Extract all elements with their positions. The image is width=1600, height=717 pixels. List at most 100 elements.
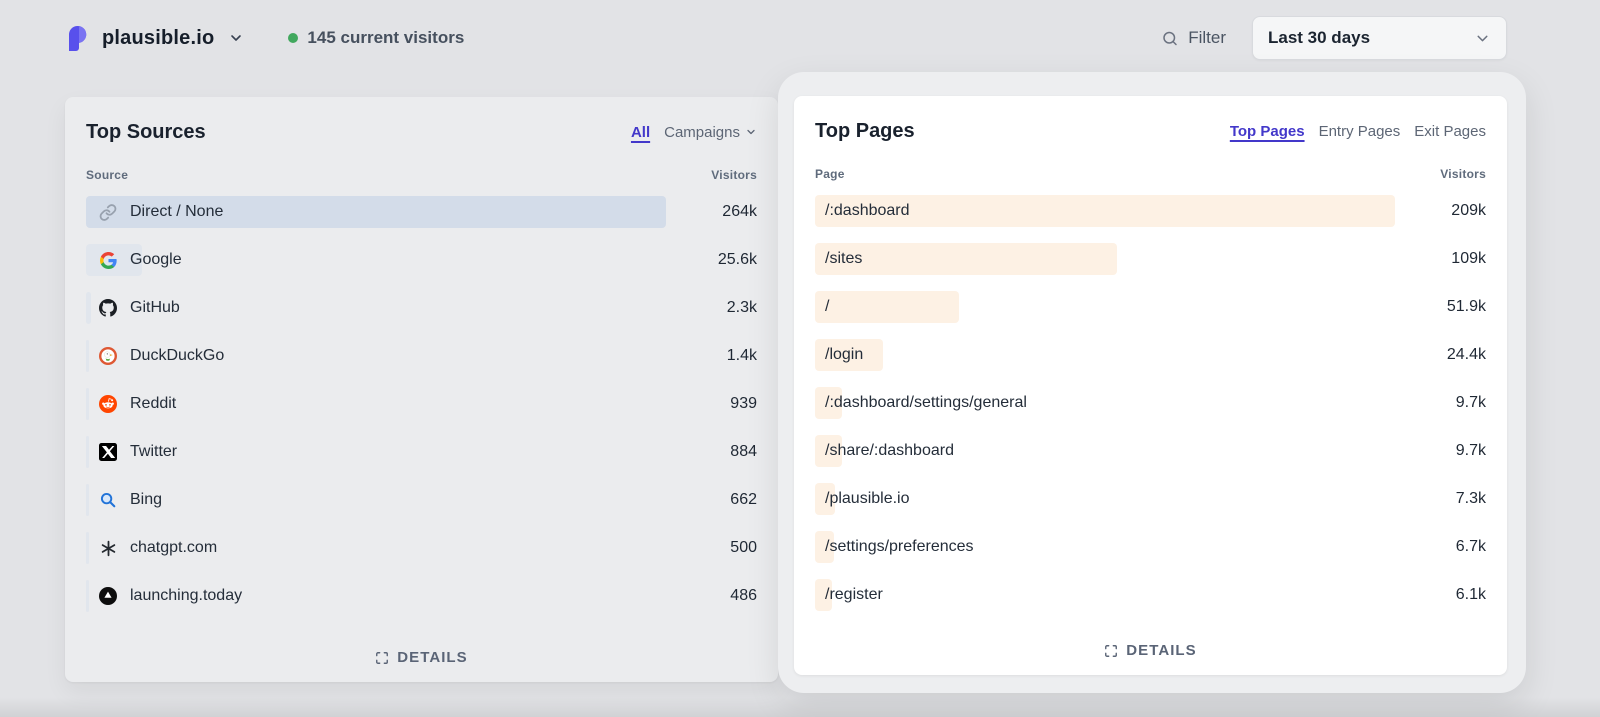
table-row[interactable]: Google 25.6k (86, 244, 757, 276)
plausible-logo-icon (64, 25, 90, 52)
page-label: /sites (825, 250, 863, 267)
source-label: launching.today (130, 587, 243, 604)
source-label: chatgpt.com (130, 539, 218, 556)
table-row[interactable]: /sites 109k (815, 243, 1486, 275)
sources-details-button[interactable]: DETAILS (65, 649, 778, 666)
row-bar (86, 388, 89, 420)
page-label: /register (825, 586, 883, 603)
row-bar (815, 531, 834, 563)
page-bottom-shade (0, 697, 1600, 717)
panel-title: Top Sources (86, 120, 206, 143)
row-bar (815, 291, 959, 323)
visitors-value: 9.7k (1455, 394, 1486, 411)
current-visitors[interactable]: 145 current visitors (288, 28, 464, 48)
column-header-source: Source (86, 168, 129, 182)
pages-details-button[interactable]: DETAILS (794, 642, 1507, 659)
live-dot-icon (288, 33, 299, 43)
panel-title: Top Pages (815, 119, 915, 142)
page-label: /login (825, 346, 864, 363)
column-header-visitors: Visitors (1440, 167, 1486, 181)
visitors-value: 25.6k (717, 251, 757, 268)
top-pages-panel: Top Pages Top Pages Entry Pages Exit Pag… (794, 96, 1507, 675)
visitors-value: 500 (730, 539, 757, 556)
tab-all[interactable]: All (630, 123, 651, 141)
table-row[interactable]: Reddit 939 (86, 388, 757, 420)
row-bar (86, 436, 89, 468)
row-bar (86, 580, 89, 612)
row-bar (815, 435, 842, 467)
column-header-page: Page (815, 167, 845, 181)
page-label: /:dashboard (825, 202, 910, 219)
source-label: Google (130, 251, 182, 268)
visitors-value: 486 (730, 587, 757, 604)
tab-exit-pages[interactable]: Exit Pages (1414, 122, 1486, 140)
pages-tabset: Top Pages Entry Pages Exit Pages (1230, 123, 1486, 140)
table-row[interactable]: Twitter 884 (86, 436, 757, 468)
table-row[interactable]: Bing 662 (86, 484, 757, 516)
row-bar (815, 339, 883, 371)
source-label: Twitter (130, 443, 178, 460)
visitors-value: 9.7k (1455, 442, 1486, 459)
row-bar (815, 243, 1117, 275)
page-label: / (825, 298, 830, 315)
source-label: GitHub (130, 299, 180, 316)
table-row[interactable]: / 51.9k (815, 291, 1486, 323)
duckduckgo-icon (99, 347, 117, 365)
visitors-value: 6.7k (1455, 538, 1486, 555)
table-row[interactable]: chatgpt.com 500 (86, 532, 757, 564)
visitors-value: 1.4k (726, 347, 757, 364)
search-icon (1161, 29, 1179, 47)
visitors-value: 109k (1451, 250, 1486, 267)
tab-top-pages[interactable]: Top Pages (1229, 122, 1305, 140)
chevron-down-icon (747, 129, 755, 135)
current-visitors-label: 145 current visitors (307, 28, 465, 47)
table-row[interactable]: /:dashboard/settings/general 9.7k (815, 387, 1486, 419)
filter-label: Filter (1188, 28, 1226, 47)
row-bar (86, 196, 666, 228)
row-bar (815, 483, 835, 515)
google-icon (99, 251, 117, 269)
table-row[interactable]: /settings/preferences 6.7k (815, 531, 1486, 563)
github-icon (99, 299, 117, 317)
source-label: Bing (130, 491, 163, 508)
table-row[interactable]: DuckDuckGo 1.4k (86, 340, 757, 372)
table-row[interactable]: /register 6.1k (815, 579, 1486, 611)
link-icon (99, 203, 117, 221)
sources-table-body: Direct / None 264k Google 25.6k GitHub (86, 196, 757, 612)
filter-button[interactable]: Filter (1161, 28, 1226, 48)
site-switcher[interactable]: plausible.io (64, 25, 244, 52)
table-row[interactable]: launching.today 486 (86, 580, 757, 612)
reddit-icon (99, 395, 117, 413)
details-label: DETAILS (1126, 642, 1197, 659)
table-row[interactable]: /share/:dashboard 9.7k (815, 435, 1486, 467)
row-bar (86, 340, 89, 372)
table-row[interactable]: /login 24.4k (815, 339, 1486, 371)
visitors-value: 7.3k (1455, 490, 1486, 507)
visitors-value: 2.3k (726, 299, 757, 316)
table-row[interactable]: GitHub 2.3k (86, 292, 757, 324)
chatgpt-icon (99, 539, 117, 557)
date-range-picker[interactable]: Last 30 days (1252, 16, 1507, 60)
page-label: /:dashboard/settings/general (825, 394, 1027, 411)
column-header-visitors: Visitors (711, 168, 757, 182)
table-row[interactable]: Direct / None 264k (86, 196, 757, 228)
details-label: DETAILS (397, 649, 468, 666)
tab-campaigns[interactable]: Campaigns (664, 124, 757, 141)
visitors-value: 939 (730, 395, 757, 412)
table-row[interactable]: /plausible.io 7.3k (815, 483, 1486, 515)
source-label: DuckDuckGo (130, 347, 225, 364)
chevron-down-icon (228, 30, 244, 46)
tab-entry-pages[interactable]: Entry Pages (1318, 122, 1401, 140)
bing-icon (99, 491, 117, 509)
row-bar (815, 195, 1395, 227)
launching-today-icon (99, 587, 117, 605)
tab-campaigns-label: Campaigns (664, 123, 740, 141)
top-sources-panel: Top Sources All Campaigns Source Visitor… (65, 97, 778, 682)
visitors-value: 662 (730, 491, 757, 508)
row-bar (86, 292, 91, 324)
page-label: /share/:dashboard (825, 442, 954, 459)
site-name: plausible.io (102, 26, 215, 49)
expand-icon (376, 651, 389, 664)
date-range-label: Last 30 days (1268, 28, 1371, 47)
table-row[interactable]: /:dashboard 209k (815, 195, 1486, 227)
